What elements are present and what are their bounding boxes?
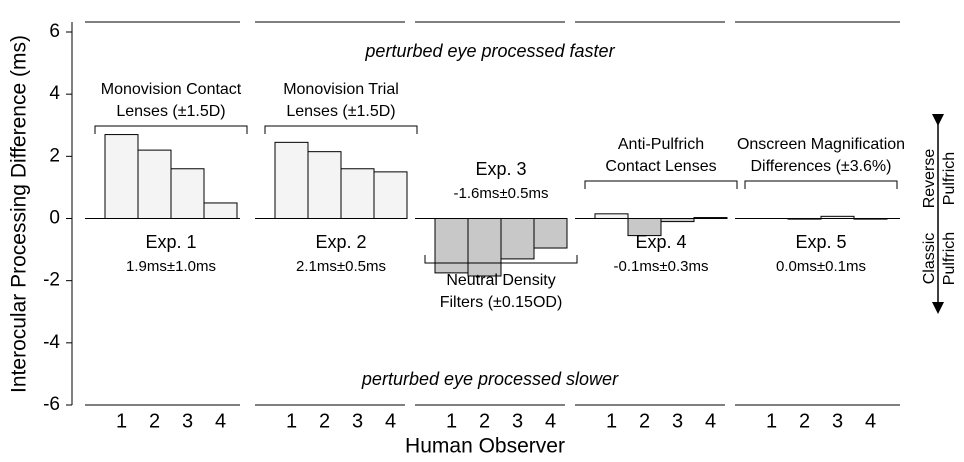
x-tick-label: 2 <box>639 410 650 432</box>
panel-label: Monovision Trial <box>283 81 399 98</box>
top-note: perturbed eye processed faster <box>364 41 615 61</box>
x-tick-label: 4 <box>385 410 396 432</box>
x-tick-label: 4 <box>215 410 226 432</box>
bar <box>533 218 568 249</box>
side-label: Classic <box>921 233 938 285</box>
exp-stat: -1.6ms±0.5ms <box>454 185 549 202</box>
panel-label: Monovision Contact <box>101 81 242 98</box>
side-label: Reverse <box>921 149 938 209</box>
bracket <box>94 125 248 134</box>
bar <box>787 218 822 220</box>
exp-label: Exp. 2 <box>315 232 366 252</box>
exp-label: Exp. 1 <box>145 232 196 252</box>
bar <box>853 218 888 220</box>
x-tick-label: 3 <box>832 410 843 432</box>
y-tick-label: -4 <box>43 332 60 353</box>
x-tick-label: 3 <box>672 410 683 432</box>
exp-stat: -0.1ms±0.3ms <box>614 258 709 275</box>
x-tick-label: 3 <box>512 410 523 432</box>
exp-label: Exp. 5 <box>795 232 846 252</box>
bar <box>820 215 855 220</box>
x-tick-label: 1 <box>446 410 457 432</box>
bottom-note: perturbed eye processed slower <box>361 369 619 389</box>
bar <box>307 151 342 220</box>
x-tick-label: 2 <box>149 410 160 432</box>
x-tick-label: 2 <box>479 410 490 432</box>
y-tick-label: -6 <box>43 394 60 415</box>
bar <box>693 217 728 220</box>
x-tick-label: 2 <box>319 410 330 432</box>
exp-label: Exp. 3 <box>475 159 526 179</box>
x-tick-label: 4 <box>545 410 556 432</box>
x-tick-label: 3 <box>182 410 193 432</box>
x-tick-label: 2 <box>799 410 810 432</box>
bracket <box>584 180 738 189</box>
bar <box>274 141 309 220</box>
bar <box>340 168 375 219</box>
panel-label: Anti-Pulfrich <box>618 136 704 153</box>
bracket <box>744 180 898 189</box>
x-tick-label: 1 <box>116 410 127 432</box>
bar <box>203 202 238 219</box>
bracket <box>424 255 578 264</box>
exp-stat: 2.1ms±0.5ms <box>296 258 386 275</box>
x-tick-label: 3 <box>352 410 363 432</box>
bar <box>373 171 408 219</box>
y-tick-label: 2 <box>49 145 60 166</box>
panel-label: Lenses (±1.5D) <box>116 103 225 120</box>
side-label: Pulfrich <box>941 152 958 205</box>
panel-label: Filters (±0.15OD) <box>440 294 563 311</box>
bar <box>660 218 695 223</box>
panel-label: Contact Lenses <box>605 158 716 175</box>
y-tick-label: 6 <box>49 21 60 42</box>
exp-stat: 1.9ms±1.0ms <box>126 258 216 275</box>
bar <box>627 218 662 237</box>
panel-label: Lenses (±1.5D) <box>286 103 395 120</box>
x-tick-label: 4 <box>705 410 716 432</box>
bar <box>170 168 205 219</box>
bracket <box>264 125 418 134</box>
y-tick-label: -2 <box>43 270 60 291</box>
side-label: Pulfrich <box>941 232 958 285</box>
exp-stat: 0.0ms±0.1ms <box>776 258 866 275</box>
x-tick-label: 1 <box>286 410 297 432</box>
panel-label: Onscreen Magnification <box>737 136 905 153</box>
panel-label: Differences (±3.6%) <box>751 158 892 175</box>
bar <box>434 218 469 274</box>
exp-label: Exp. 4 <box>635 232 686 252</box>
bar <box>137 149 172 219</box>
bar <box>594 213 629 219</box>
bar <box>500 218 535 260</box>
y-tick-label: 0 <box>49 208 60 229</box>
bar <box>104 134 139 219</box>
x-axis-label: Human Observer <box>405 435 565 458</box>
y-tick-label: 4 <box>49 83 60 104</box>
x-tick-label: 1 <box>606 410 617 432</box>
x-tick-label: 4 <box>865 410 876 432</box>
panel-label: Neutral Density <box>446 272 555 289</box>
bar <box>467 218 502 277</box>
y-axis-label: Interocular Processing Difference (ms) <box>8 35 31 393</box>
x-tick-label: 1 <box>766 410 777 432</box>
